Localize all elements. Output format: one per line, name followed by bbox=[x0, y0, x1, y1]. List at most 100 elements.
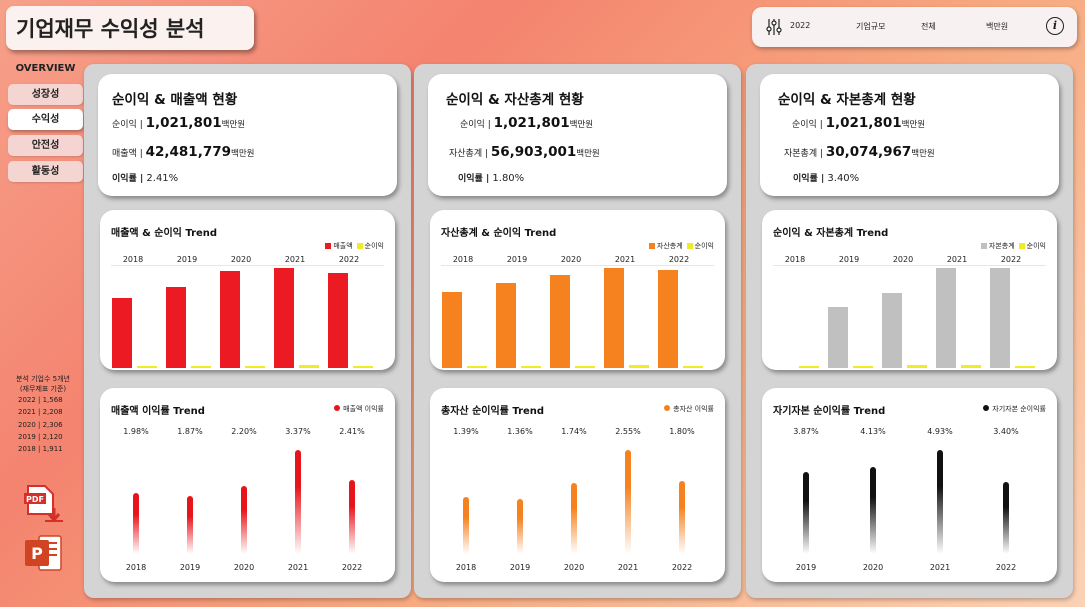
rate-value-label: 1.98% bbox=[123, 427, 149, 436]
rate-bar[interactable] bbox=[295, 450, 301, 554]
year-label: 2019 bbox=[509, 563, 531, 572]
bar-total[interactable] bbox=[604, 268, 624, 368]
bar-total[interactable] bbox=[328, 273, 348, 368]
rate-bar[interactable] bbox=[679, 480, 685, 554]
bar-total[interactable] bbox=[882, 293, 902, 368]
kv-value: 42,481,779 bbox=[145, 144, 232, 160]
ratio-label: 이익률 | bbox=[112, 174, 147, 184]
stats-count: | 2,208 bbox=[38, 408, 63, 417]
nav-profitability[interactable]: 수익성 bbox=[8, 109, 83, 130]
rate-bar[interactable] bbox=[870, 466, 876, 554]
rate-chart-title: 자기자본 순이익률 Trend bbox=[773, 406, 886, 417]
trend-chart-title: 자산총계 & 순이익 Trend bbox=[441, 228, 557, 239]
stats-count-value: 2,120 bbox=[42, 432, 63, 441]
trend-legend: 자산총계 순이익 bbox=[645, 241, 714, 251]
nav-activity[interactable]: 활동성 bbox=[8, 161, 83, 182]
legend-dot bbox=[983, 405, 990, 411]
ratio-row: 이익률 | 3.40% bbox=[793, 171, 859, 184]
stats-count: | 1,568 bbox=[38, 396, 63, 404]
year-label: 2022 bbox=[341, 563, 363, 572]
bar-total[interactable] bbox=[936, 268, 956, 368]
page-title-box: 기업재무 수익성 분석 bbox=[6, 6, 254, 50]
bar-net-income[interactable] bbox=[191, 366, 211, 368]
rate-bar[interactable] bbox=[241, 486, 247, 554]
bar-net-income[interactable] bbox=[1015, 365, 1035, 368]
bar-net-income[interactable] bbox=[799, 366, 819, 368]
bar-total[interactable] bbox=[166, 286, 186, 368]
trend-chart-card: 순이익 & 자본총계 Trend 자본총계 순이익 2018 2019 2020 202… bbox=[762, 210, 1057, 370]
scope-filter[interactable]: 전체 bbox=[921, 22, 936, 31]
divider bbox=[111, 265, 384, 266]
rate-bar[interactable] bbox=[571, 483, 577, 554]
bar-net-income[interactable] bbox=[353, 365, 373, 368]
rate-bar[interactable] bbox=[803, 472, 809, 554]
bar-net-income[interactable] bbox=[521, 366, 541, 368]
nav-overview[interactable]: OVERVIEW bbox=[15, 63, 76, 74]
legend-label: 총자산 이익률 bbox=[673, 405, 714, 413]
summary-title: 순이익 & 매출액 현황 bbox=[112, 92, 238, 108]
bar-total[interactable] bbox=[220, 270, 240, 368]
ratio-label: 이익률 | bbox=[793, 174, 828, 184]
rate-bar[interactable] bbox=[1003, 482, 1009, 554]
bar-net-income[interactable] bbox=[629, 364, 649, 368]
divider bbox=[441, 265, 714, 266]
rate-chart-card: 매출액 이익률 Trend 매출액 이익률 1.98% 2018 1.87% 2019… bbox=[100, 388, 395, 582]
year-label: 2019 bbox=[838, 255, 860, 264]
year-label: 2020 bbox=[563, 563, 585, 572]
kv-unit: 백만원 bbox=[569, 120, 594, 130]
bar-total[interactable] bbox=[442, 292, 462, 368]
net-income-row: 순이익 | 1,021,801백만원 bbox=[792, 115, 925, 131]
bar-total[interactable] bbox=[658, 269, 678, 368]
bar-total[interactable] bbox=[550, 275, 570, 368]
rate-bar[interactable] bbox=[133, 492, 139, 554]
bar-net-income[interactable] bbox=[907, 365, 927, 368]
bar-net-income[interactable] bbox=[575, 366, 595, 368]
rate-bar[interactable] bbox=[187, 496, 193, 554]
bar-total[interactable] bbox=[828, 307, 848, 368]
company-size-filter[interactable]: 기업규모 bbox=[856, 22, 886, 31]
bar-net-income[interactable] bbox=[853, 366, 873, 368]
rate-bar[interactable] bbox=[625, 450, 631, 554]
rate-bar[interactable] bbox=[517, 498, 523, 554]
rate-legend: 자기자본 순이익률 bbox=[983, 404, 1046, 414]
kv-value: 56,903,001 bbox=[490, 144, 577, 160]
rate-value-label: 1.80% bbox=[669, 427, 695, 436]
rate-value-label: 4.93% bbox=[927, 427, 953, 436]
kv-value: 1,021,801 bbox=[825, 115, 902, 131]
year-label: 2020 bbox=[230, 255, 252, 264]
bar-net-income[interactable] bbox=[467, 366, 487, 368]
bar-total[interactable] bbox=[112, 297, 132, 368]
pdf-download-icon[interactable]: PDF bbox=[23, 484, 63, 526]
info-icon[interactable]: i bbox=[1046, 17, 1064, 35]
year-label: 2019 bbox=[506, 255, 528, 264]
rate-value-label: 1.87% bbox=[177, 427, 203, 436]
unit-filter[interactable]: 백만원 bbox=[986, 22, 1009, 31]
bar-net-income[interactable] bbox=[245, 366, 265, 368]
year-label: 2021 bbox=[284, 255, 306, 264]
rate-value-label: 3.87% bbox=[793, 427, 819, 436]
rate-chart-title: 매출액 이익률 Trend bbox=[111, 406, 205, 417]
rate-bar[interactable] bbox=[937, 450, 943, 554]
ratio-value: 1.80% bbox=[492, 173, 525, 184]
bar-net-income[interactable] bbox=[299, 365, 319, 368]
bar-net-income[interactable] bbox=[961, 364, 981, 368]
bar-net-income[interactable] bbox=[683, 365, 703, 368]
kv-label: 자산총계 | bbox=[449, 149, 491, 159]
bar-total[interactable] bbox=[496, 282, 516, 368]
stats-title: 분석 기업수 5개년 bbox=[16, 375, 70, 383]
rate-value-label: 1.39% bbox=[453, 427, 479, 436]
nav-growth[interactable]: 성장성 bbox=[8, 84, 83, 105]
page-title: 기업재무 수익성 분석 bbox=[16, 17, 205, 41]
rate-bar[interactable] bbox=[349, 479, 355, 554]
bar-net-income[interactable] bbox=[137, 366, 157, 368]
company-count-stats: 분석 기업수 5개년 (재무제표 기준) 2022 | 1,568 2021 | 2,… bbox=[8, 374, 78, 455]
stats-row: 2021 | 2,208 bbox=[8, 406, 78, 418]
bar-total[interactable] bbox=[990, 268, 1010, 368]
powerpoint-icon[interactable]: P bbox=[25, 532, 63, 574]
sliders-icon[interactable] bbox=[766, 18, 782, 36]
kv-label: 순이익 | bbox=[112, 120, 146, 130]
year-filter[interactable]: 2022 bbox=[790, 21, 811, 30]
rate-bar[interactable] bbox=[463, 497, 469, 554]
nav-stability[interactable]: 안전성 bbox=[8, 135, 83, 156]
bar-total[interactable] bbox=[274, 268, 294, 368]
